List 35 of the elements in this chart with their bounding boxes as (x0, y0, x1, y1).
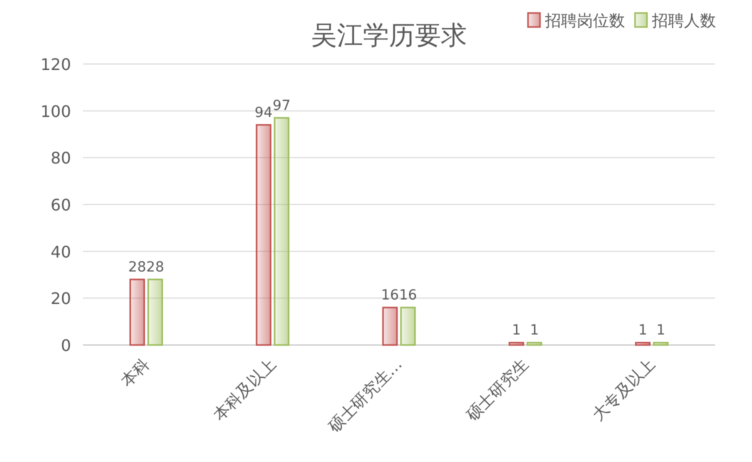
data-label: 28 (146, 259, 164, 276)
y-tick-label: 100 (40, 102, 71, 121)
y-tick-label: 20 (50, 289, 71, 308)
bar (256, 124, 272, 346)
y-tick-label: 80 (50, 148, 71, 168)
x-tick-label: 硕士研究生 (462, 354, 532, 426)
bar (129, 278, 145, 346)
bar (526, 342, 542, 346)
bar (635, 342, 651, 346)
data-label: 1 (656, 322, 666, 339)
bar (508, 342, 524, 346)
y-tick-label: 120 (40, 55, 71, 74)
x-tick-label: 本科及以上 (209, 354, 280, 424)
data-label: 16 (381, 288, 399, 304)
x-tick-label: 本科 (116, 354, 154, 390)
data-label: 97 (272, 98, 291, 114)
bar (382, 306, 398, 346)
bar (147, 278, 163, 346)
y-tick-label: 0 (60, 336, 71, 355)
x-tick-label: 大专及以上 (588, 354, 659, 424)
data-label: 16 (399, 288, 417, 304)
data-label: 1 (638, 322, 648, 339)
data-label: 94 (254, 104, 273, 121)
bar (274, 117, 290, 346)
legend-label: 招聘人数 (651, 11, 716, 30)
y-tick-label: 60 (50, 196, 71, 214)
data-label: 28 (128, 259, 146, 276)
bar (400, 306, 416, 346)
bar (653, 342, 669, 346)
chart-title: 吴江学历要求 (311, 21, 467, 51)
data-label: 1 (512, 322, 521, 339)
x-tick-label: 硕士研究生… (324, 354, 406, 436)
y-tick-label: 40 (50, 242, 71, 262)
data-label: 1 (530, 322, 539, 339)
legend-label: 招聘岗位数 (544, 11, 625, 30)
